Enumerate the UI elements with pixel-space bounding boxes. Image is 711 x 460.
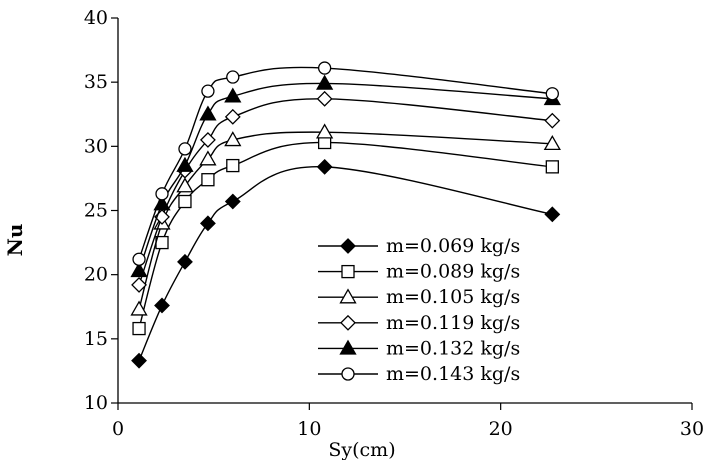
x-axis-title: Sy(cm): [328, 439, 395, 460]
data-point: [178, 194, 192, 209]
data-point: [199, 150, 217, 166]
data-point: [176, 156, 194, 172]
legend-marker: [340, 314, 356, 331]
data-point: [224, 87, 242, 103]
series-2: [132, 135, 559, 336]
data-point: [224, 193, 241, 210]
data-point: [178, 142, 192, 156]
data-point: [224, 131, 242, 147]
legend-marker: [339, 288, 357, 304]
data-point: [201, 84, 215, 98]
x-tick-label: 30: [680, 418, 704, 440]
legend-marker: [341, 264, 355, 279]
y-tick-label: 40: [84, 7, 108, 29]
data-point: [224, 108, 241, 125]
x-tick-label: 20: [489, 418, 513, 440]
y-tick-label: 20: [84, 264, 108, 286]
data-point: [316, 123, 334, 139]
data-point: [226, 158, 240, 173]
series-layer: [130, 61, 561, 369]
data-point: [130, 262, 148, 278]
legend-item-5: m=0.132 kg/s: [318, 337, 520, 359]
data-point: [200, 131, 216, 148]
data-point: [131, 277, 147, 293]
data-point: [226, 70, 240, 84]
legend-marker: [340, 238, 356, 254]
data-point: [544, 206, 561, 223]
legend-marker: [341, 367, 355, 381]
legend-label: m=0.143 kg/s: [386, 363, 520, 385]
data-point: [132, 252, 146, 266]
data-point: [545, 87, 559, 101]
y-tick-label: 30: [84, 135, 108, 157]
data-point: [543, 134, 561, 151]
series-6: [132, 61, 559, 266]
y-tick-label: 10: [84, 392, 108, 414]
y-tick-label: 15: [84, 328, 108, 350]
data-point: [154, 297, 170, 314]
data-point: [130, 300, 148, 316]
legend-item-3: m=0.105 kg/s: [318, 286, 520, 308]
y-axis-title: Nu: [3, 224, 27, 257]
y-tick-label: 25: [84, 200, 108, 222]
data-point: [200, 215, 216, 232]
legend-label: m=0.119 kg/s: [386, 312, 520, 334]
legend: m=0.069 kg/s m=0.089 kg/s m=0.105 kg/s m=0.…: [318, 235, 520, 385]
data-point: [132, 321, 146, 336]
legend-label: m=0.132 kg/s: [386, 337, 520, 359]
legend-label: m=0.089 kg/s: [386, 261, 520, 283]
data-point: [316, 74, 334, 90]
data-point: [316, 90, 333, 107]
data-point: [317, 61, 332, 75]
legend-label: m=0.069 kg/s: [386, 235, 520, 257]
legend-item-1: m=0.069 kg/s: [318, 235, 520, 257]
data-point: [201, 173, 215, 187]
data-point: [544, 112, 561, 129]
data-point: [199, 105, 217, 121]
x-tick-label: 10: [297, 418, 321, 440]
y-tick-label: 35: [84, 71, 108, 93]
legend-marker: [339, 339, 357, 355]
data-point: [316, 158, 333, 175]
legend-item-4: m=0.119 kg/s: [318, 312, 520, 334]
data-point: [155, 187, 169, 201]
data-point: [545, 160, 559, 174]
legend-item-2: m=0.089 kg/s: [318, 261, 520, 283]
data-point: [131, 352, 147, 369]
legend-label: m=0.105 kg/s: [386, 286, 520, 308]
series-1: [131, 158, 561, 369]
data-point: [177, 253, 193, 270]
legend-item-6: m=0.143 kg/s: [318, 363, 520, 385]
x-tick-label: 0: [112, 418, 124, 440]
data-point: [176, 177, 194, 193]
